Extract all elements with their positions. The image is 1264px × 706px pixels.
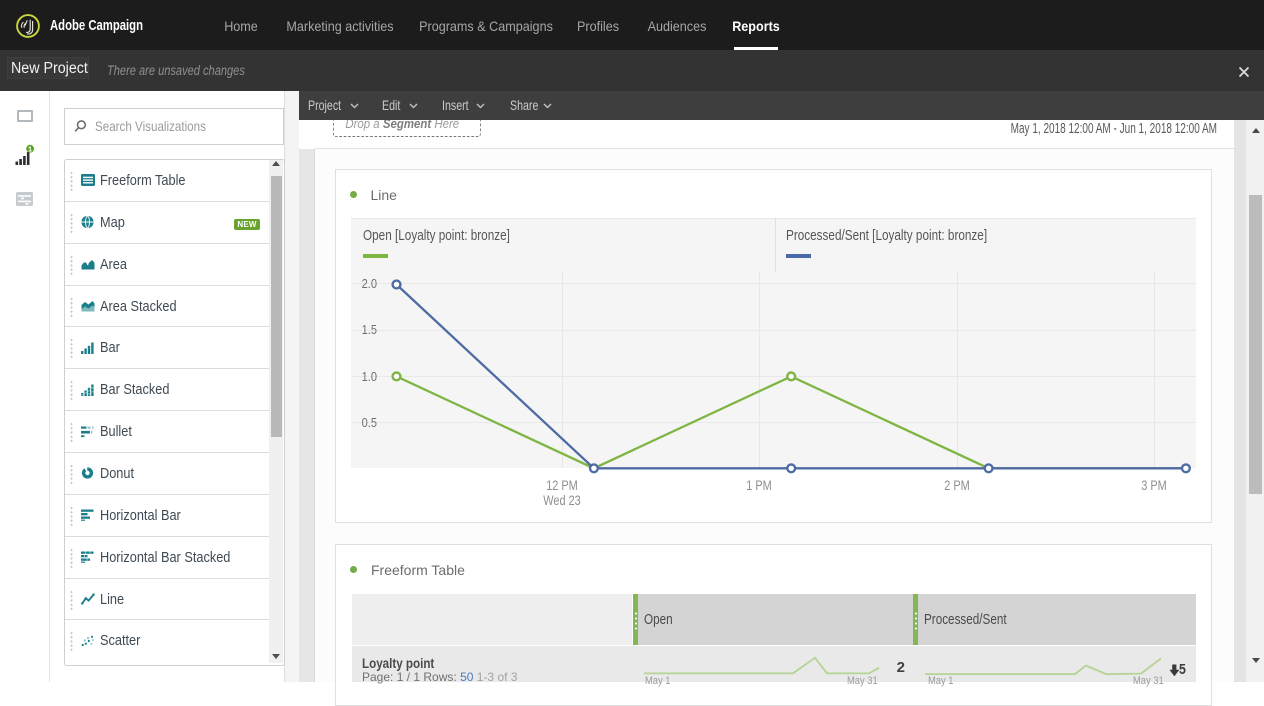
svg-text:1: 1 [28,144,32,153]
